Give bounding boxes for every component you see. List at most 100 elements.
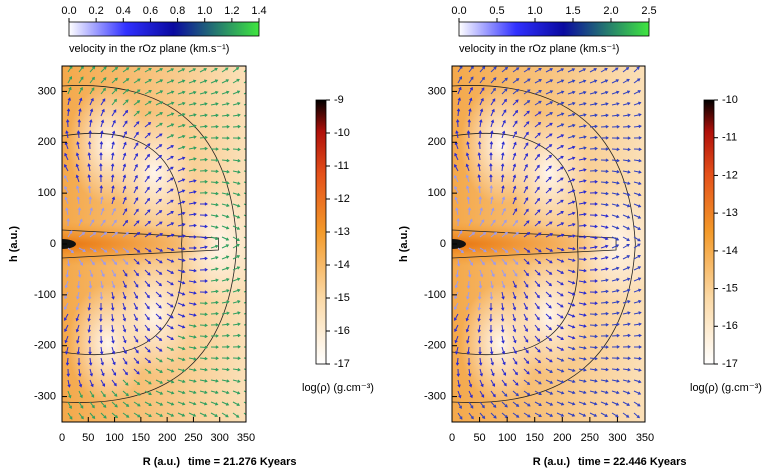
velocity-arrow: [456, 269, 459, 277]
arrow-head: [76, 141, 80, 145]
arrow-head: [494, 249, 498, 253]
velocity-arrow: [545, 379, 553, 384]
velocity-arrow: [611, 114, 620, 117]
arrow-head: [502, 119, 506, 124]
velocity-arrow: [468, 379, 472, 387]
velocity-arrow: [589, 103, 597, 106]
velocity-arrow: [578, 390, 586, 394]
velocity-arrow: [122, 379, 129, 386]
arrow-head: [627, 288, 631, 293]
arrow-head: [459, 230, 463, 234]
velocity-arrow: [611, 181, 619, 184]
velocity-arrow: [67, 98, 71, 106]
arrow-head: [204, 236, 208, 240]
arrow-head: [111, 141, 115, 145]
arrow-head: [170, 211, 174, 215]
arrow-head: [99, 318, 103, 322]
velocity-arrow: [122, 175, 126, 183]
velocity-arrow: [76, 186, 80, 194]
arrow-head: [501, 307, 505, 311]
arrow-head: [64, 295, 68, 300]
velocity-arrow: [578, 202, 586, 205]
arrow-head: [616, 345, 620, 349]
velocity-arrow: [133, 247, 140, 253]
arrow-head: [512, 318, 517, 322]
colorbar-tick-label: -11: [722, 132, 737, 144]
arrow-head: [248, 171, 250, 174]
arrow-head: [134, 295, 138, 300]
velocity-arrow: [166, 390, 174, 394]
arrow-head: [247, 79, 249, 81]
velocity-arrow: [89, 379, 94, 387]
arrow-head: [137, 89, 141, 93]
arrow-head: [146, 175, 150, 179]
arrow-head: [101, 273, 105, 278]
velocity-arrow: [600, 301, 609, 304]
arrow-head: [583, 223, 587, 228]
arrow-head: [548, 305, 552, 309]
arrow-head: [549, 402, 554, 406]
arrow-head: [481, 219, 485, 223]
velocity-arrow: [633, 102, 641, 106]
velocity-arrow: [133, 89, 141, 95]
arrow-head: [159, 90, 164, 94]
velocity-arrow: [199, 79, 207, 84]
velocity-arrow: [467, 142, 470, 150]
arrow-head: [583, 402, 587, 406]
velocity-arrow: [111, 197, 115, 205]
arrow-head: [637, 90, 642, 94]
arrow-head: [638, 356, 642, 361]
arrow-head: [215, 367, 219, 372]
velocity-arrow: [122, 390, 129, 397]
arrow-head: [638, 368, 642, 372]
velocity-arrow: [210, 256, 218, 260]
y-tick-label: 100: [38, 187, 56, 199]
arrow-head: [170, 188, 174, 192]
velocity-arrow: [534, 221, 541, 227]
arrow-head: [536, 197, 541, 202]
velocity-arrow: [221, 67, 229, 73]
arrow-head: [477, 340, 482, 344]
velocity-arrow: [556, 258, 564, 263]
arrow-head: [215, 113, 219, 118]
arrow-head: [465, 307, 470, 311]
velocity-arrow: [100, 401, 107, 408]
velocity-arrow: [534, 187, 540, 194]
arrow-head: [237, 277, 241, 281]
arrow-head: [248, 182, 250, 184]
velocity-arrow: [545, 280, 552, 286]
arrow-head: [616, 147, 620, 152]
velocity-arrow: [89, 87, 95, 95]
velocity-arrow: [221, 323, 230, 326]
arrow-head: [134, 163, 138, 168]
arrow-head: [537, 143, 541, 147]
velocity-arrow: [65, 335, 69, 343]
arrow-head: [638, 345, 642, 349]
arrow-head: [571, 314, 576, 318]
velocity-arrow: [622, 334, 631, 337]
arrow-head: [104, 249, 108, 253]
velocity-arrow: [232, 214, 240, 219]
arrow-head: [159, 271, 163, 275]
arrow-head: [583, 113, 587, 117]
arrow-head: [181, 325, 186, 329]
velocity-arrow: [589, 68, 597, 73]
arrow-head: [159, 133, 163, 137]
arrow-head: [503, 372, 507, 376]
arrow-head: [572, 112, 576, 117]
arrow-head: [100, 362, 105, 366]
arrow-head: [465, 152, 470, 156]
arrow-head: [627, 136, 631, 140]
arrow-head: [204, 390, 208, 394]
arrow-head: [214, 402, 219, 406]
velocity-arrow: [556, 112, 564, 117]
arrow-head: [249, 137, 251, 140]
arrow-head: [605, 356, 609, 360]
arrow-head: [215, 390, 219, 395]
arrow-head: [88, 351, 92, 355]
velocity-arrow: [177, 135, 185, 139]
velocity-arrow: [188, 412, 196, 417]
velocity-arrow: [166, 346, 174, 351]
arrow-head: [237, 204, 241, 208]
velocity-arrow: [534, 357, 541, 363]
